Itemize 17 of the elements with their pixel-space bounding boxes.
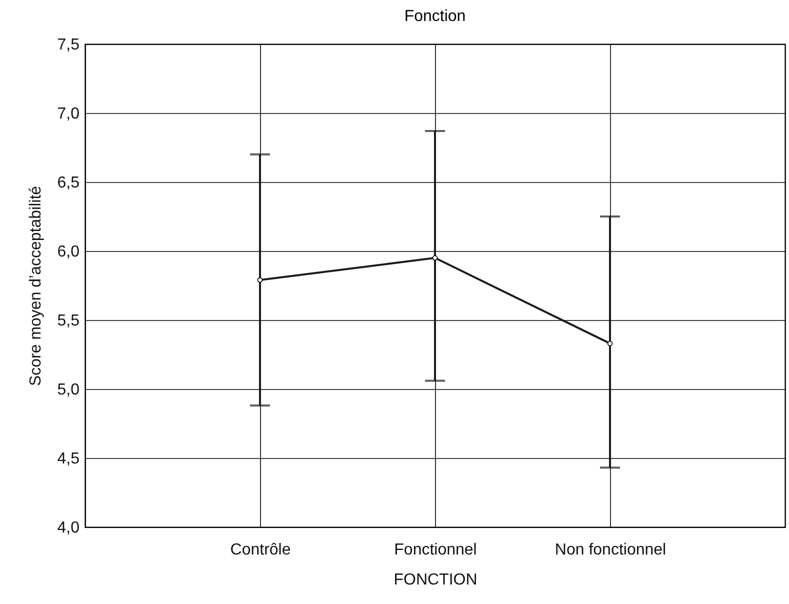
y-tick-label: 4,0 xyxy=(57,520,80,536)
y-tick-label: 6,5 xyxy=(57,174,80,192)
y-tick-label: 7,5 xyxy=(57,36,80,54)
y-axis-title: Score moyen d’acceptabilité xyxy=(27,186,44,386)
y-tick-label: 5,0 xyxy=(57,382,80,398)
chart-title: Fonction xyxy=(404,8,466,25)
y-tick-label: 4,5 xyxy=(57,450,80,468)
x-tick-label: Non fonctionnel xyxy=(554,542,666,558)
y-tick-label: 5,5 xyxy=(57,312,80,330)
y-tick-label: 7,0 xyxy=(57,106,80,122)
x-tick-label: Contrôle xyxy=(230,542,291,558)
point xyxy=(257,277,263,283)
point xyxy=(432,255,438,261)
y-tick-label: 6,0 xyxy=(57,244,80,260)
point xyxy=(607,340,613,346)
x-axis-title: FONCTION xyxy=(394,572,478,588)
x-tick-label: Fonctionnel xyxy=(394,542,477,558)
